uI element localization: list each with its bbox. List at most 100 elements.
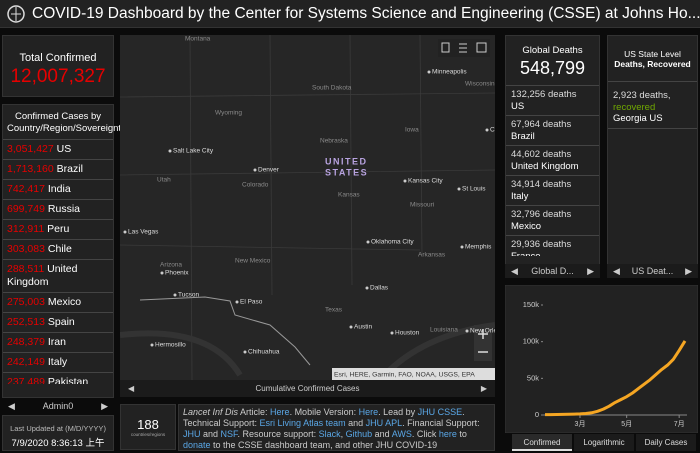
country-name: Brazil xyxy=(56,163,83,175)
country-name: Iran xyxy=(47,336,66,348)
city-dot xyxy=(366,240,370,244)
tab-label: US Deat... xyxy=(631,266,674,276)
link[interactable]: NSF xyxy=(220,429,238,439)
map-label: Louisiana xyxy=(430,327,458,334)
link[interactable]: donate xyxy=(183,440,211,450)
map-label: Wyoming xyxy=(215,110,242,117)
map-footer: ◀ Cumulative Confirmed Cases ▶ xyxy=(120,380,495,397)
country-name: US xyxy=(56,143,72,155)
chart-tab[interactable]: Confirmed xyxy=(512,434,572,451)
updated-label: Last Updated at (M/D/YYYY) xyxy=(10,424,106,433)
chart-tabs: Confirmed Logarithmic Daily Cases xyxy=(512,434,698,451)
zoom-controls[interactable] xyxy=(474,325,492,361)
country-name: Spain xyxy=(47,316,75,328)
country-row[interactable]: 288,511 United Kingdom xyxy=(3,260,113,293)
total-panel: Total Confirmed 12,007,327 xyxy=(2,35,114,97)
case-count: 275,003 xyxy=(7,296,45,308)
deaths-tab[interactable]: ◀ Global D... ▶ xyxy=(505,264,600,278)
map-label: Las Vegas xyxy=(128,229,159,236)
city-dot xyxy=(460,245,464,249)
city-dot xyxy=(150,343,154,347)
death-row[interactable]: 29,936 deaths France xyxy=(506,236,599,256)
chart-tab[interactable]: Daily Cases xyxy=(636,434,696,451)
death-row[interactable]: 34,914 deaths Italy xyxy=(506,176,599,206)
us-subtitle: Deaths, Recovered xyxy=(608,59,697,82)
deaths-list: 132,256 deaths US 67,964 deaths Brazil 44,60… xyxy=(506,86,599,256)
map-label: Utah xyxy=(157,177,171,184)
country-row[interactable]: 699,749 Russia xyxy=(3,200,113,220)
chart-tab[interactable]: Logarithmic xyxy=(574,434,634,451)
info-text: and xyxy=(200,429,221,439)
link[interactable]: Github xyxy=(345,429,373,439)
attribution: Esri, HERE, Garmin, FAO, NOAA, USGS, EPA xyxy=(334,371,475,378)
case-count: 252,513 xyxy=(7,316,45,328)
tab-label: Admin0 xyxy=(42,401,74,411)
updated-value: 7/9/2020 8:36:13 上午 xyxy=(11,438,105,449)
link[interactable]: Slack xyxy=(318,429,341,439)
map-label: Phoenix xyxy=(165,270,189,277)
map-caption: ◀ Cumulative Confirmed Cases ▶ xyxy=(128,384,487,393)
country-name: France xyxy=(511,250,541,257)
country-row[interactable]: 242,149 Italy xyxy=(3,353,113,373)
info-text: , xyxy=(340,429,346,439)
case-count: 742,417 xyxy=(7,183,45,195)
info-text: . Financial Support: xyxy=(402,418,480,428)
map: Montana Minneapolis Wisconsin South Dakota W… xyxy=(120,35,495,380)
case-count: 288,511 xyxy=(7,263,45,275)
map-label: Wisconsin xyxy=(465,81,495,88)
updated-panel: Last Updated at (M/D/YYYY) 7/9/2020 8:36… xyxy=(2,415,114,451)
link[interactable]: Here xyxy=(358,407,379,417)
case-count: 312,911 xyxy=(7,223,45,235)
death-row[interactable]: 44,602 deaths United Kingdom xyxy=(506,146,599,176)
y-tick-label: 0 xyxy=(535,410,539,419)
country-name: Chile xyxy=(47,243,72,255)
country-row[interactable]: 303,083 Chile xyxy=(3,240,113,260)
country-row[interactable]: 742,417 India xyxy=(3,180,113,200)
link[interactable]: JHU APL xyxy=(365,418,403,428)
country-name: US xyxy=(511,100,525,112)
case-count: 303,083 xyxy=(7,243,45,255)
country-row[interactable]: 237,489 Pakistan xyxy=(3,373,113,384)
map-label: Arizona xyxy=(160,262,182,269)
country-row[interactable]: 312,911 Peru xyxy=(3,220,113,240)
link[interactable]: here xyxy=(438,429,457,439)
country-row[interactable]: 248,379 Iran xyxy=(3,333,113,353)
map-label: Denver xyxy=(258,167,280,174)
death-count: 44,602 deaths xyxy=(511,149,572,160)
map-label: New Mexico xyxy=(235,258,271,265)
link[interactable]: JHU CSSE xyxy=(417,407,463,417)
country-tab[interactable]: ◀ Admin0 ▶ xyxy=(8,401,108,411)
link[interactable]: AWS xyxy=(391,429,412,439)
death-row[interactable]: 32,796 deaths Mexico xyxy=(506,206,599,236)
country-row[interactable]: 275,003 Mexico xyxy=(3,293,113,313)
link[interactable]: JHU xyxy=(183,429,201,439)
x-tick-label: 5月 xyxy=(621,420,632,428)
city-dot xyxy=(365,286,369,290)
info-text: . Lead by xyxy=(378,407,418,417)
map-label: STATES xyxy=(325,167,368,177)
death-count: 132,256 deaths xyxy=(511,89,577,100)
country-row[interactable]: 252,513 Spain xyxy=(3,313,113,333)
map-label: South Dakota xyxy=(312,85,352,92)
info-text: and xyxy=(372,429,392,439)
city-dot xyxy=(253,168,257,172)
count-value: 188 xyxy=(137,417,159,432)
city-dot xyxy=(168,149,172,153)
deaths-value: 548,799 xyxy=(506,58,599,86)
country-row[interactable]: 3,051,427 US xyxy=(3,140,113,160)
state-row[interactable]: 2,923 deaths, recovered Georgia US xyxy=(608,82,697,129)
link[interactable]: Esri Living Atlas team xyxy=(259,418,346,428)
death-row[interactable]: 67,964 deaths Brazil xyxy=(506,116,599,146)
country-row[interactable]: 1,713,160 Brazil xyxy=(3,160,113,180)
caption: Cumulative Confirmed Cases xyxy=(255,384,360,393)
us-tab[interactable]: ◀ US Deat... ▶ xyxy=(607,264,698,278)
map-label: UNITED xyxy=(325,156,368,166)
us-list: 2,923 deaths, recovered Georgia US xyxy=(608,82,697,129)
map-label: Kansas City xyxy=(408,178,443,185)
map-label: Nebraska xyxy=(320,138,348,145)
link[interactable]: Here xyxy=(270,407,290,417)
country-list: 3,051,427 US 1,713,160 Brazil 742,417 Indi… xyxy=(3,140,113,384)
map-label: Memphis xyxy=(465,244,492,251)
us-title: US State Level xyxy=(624,49,681,59)
death-row[interactable]: 132,256 deaths US xyxy=(506,86,599,116)
